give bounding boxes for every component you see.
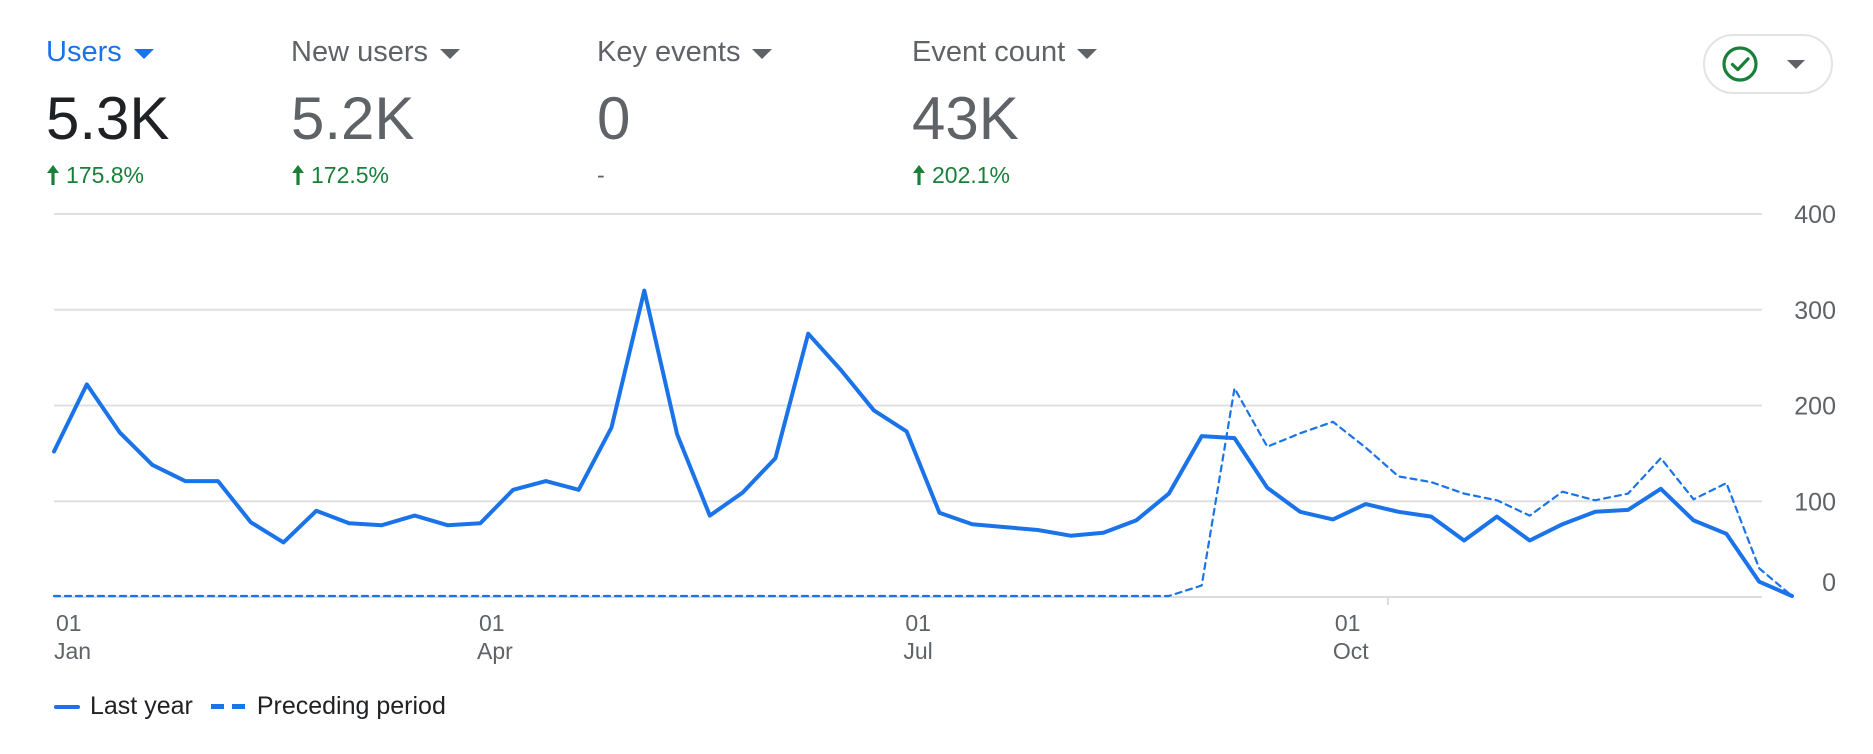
metric-key-events-change-text: - (597, 162, 605, 188)
grid-lines (54, 213, 1762, 598)
legend-item-last-year[interactable]: Last year (54, 692, 193, 721)
check-circle-icon (1722, 46, 1758, 82)
x-tick-day: 01 (1335, 610, 1361, 636)
arrow-up-icon (47, 165, 59, 185)
x-tick-day: 01 (905, 610, 931, 636)
metric-key-events-change: - (597, 160, 772, 190)
metric-users-label: Users (46, 36, 122, 68)
x-tick-month: Jan (54, 638, 91, 664)
y-tick-label: 200 (1794, 393, 1836, 421)
metric-new-users-selector[interactable]: New users (291, 34, 460, 70)
legend-label-last-year: Last year (90, 692, 193, 720)
y-tick-label: 400 (1794, 201, 1836, 229)
legend-swatch-dashed (210, 704, 245, 709)
metric-event-count-selector[interactable]: Event count (912, 34, 1098, 70)
chevron-down-icon[interactable] (440, 48, 460, 59)
metric-new-users[interactable]: New users 5.2K 172.5% (291, 34, 460, 190)
metric-users-selector[interactable]: Users (46, 34, 169, 70)
chevron-down-icon[interactable] (1787, 59, 1805, 69)
y-tick-label: 0 (1822, 569, 1836, 597)
metric-users-change: 175.8% (46, 160, 169, 190)
legend-item-preceding-period[interactable]: Preceding period (210, 692, 446, 721)
metric-event-count-label: Event count (912, 36, 1066, 68)
y-tick-label: 300 (1794, 297, 1836, 325)
y-axis-ticks: 0 100 200 300 400 (1794, 201, 1836, 597)
series-line-preceding-period (52, 387, 1794, 598)
metric-key-events-value: 0 (597, 85, 631, 152)
metric-event-count-change: 202.1% (912, 160, 1097, 190)
x-tick-day: 01 (479, 610, 505, 636)
metric-event-count[interactable]: Event count 43K 202.1% (912, 34, 1098, 190)
arrow-up-icon (913, 165, 925, 185)
series-lines (52, 288, 1794, 598)
legend-label-preceding-period: Preceding period (256, 692, 446, 720)
metric-key-events[interactable]: Key events 0 - (597, 34, 773, 190)
metric-new-users-change: 172.5% (291, 160, 460, 190)
metric-users-change-text: 175.8% (66, 162, 145, 188)
chevron-down-icon[interactable] (1077, 48, 1098, 59)
metric-event-count-change-text: 202.1% (932, 162, 1011, 188)
metric-new-users-change-text: 172.5% (311, 162, 390, 188)
chart-legend: Last year Preceding period (54, 692, 464, 721)
metric-users[interactable]: Users 5.3K 175.8% (46, 34, 169, 190)
x-tick-month: Jul (903, 638, 932, 664)
metric-users-value: 5.3K (46, 85, 170, 152)
metric-key-events-label: Key events (597, 36, 741, 68)
metric-key-events-selector[interactable]: Key events (597, 34, 773, 70)
metric-event-count-value: 43K (912, 85, 1019, 152)
x-tick-month: Oct (1333, 638, 1369, 664)
chevron-down-icon[interactable] (752, 48, 773, 59)
legend-swatch-solid (54, 704, 80, 709)
metric-new-users-label: New users (291, 36, 428, 68)
x-tick-month: Apr (477, 638, 513, 664)
metrics-bar: Users 5.3K 175.8% New users 5.2K 172.5% … (0, 0, 1873, 200)
arrow-up-icon (292, 165, 304, 185)
y-tick-label: 100 (1794, 488, 1836, 516)
series-line-last-year (52, 288, 1794, 598)
metric-new-users-value: 5.2K (291, 85, 415, 152)
x-tick-day: 01 (56, 610, 82, 636)
chevron-down-icon[interactable] (133, 48, 154, 59)
status-dropdown-button[interactable] (1703, 34, 1833, 94)
